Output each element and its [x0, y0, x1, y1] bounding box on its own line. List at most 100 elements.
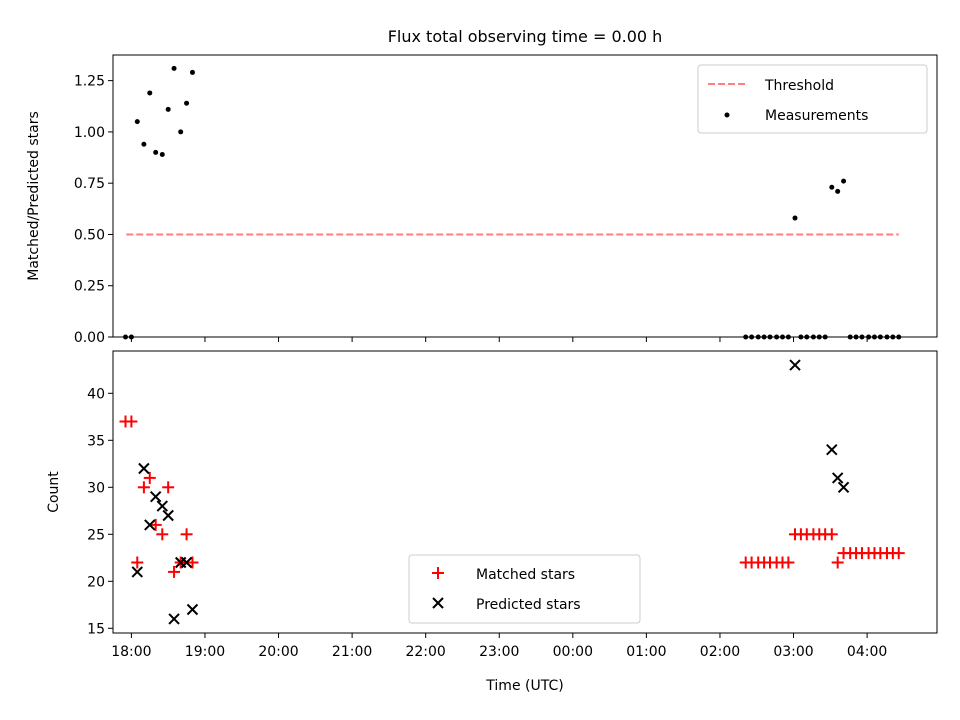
- count-panel-frame: [112, 350, 938, 634]
- measurement-point: [804, 334, 810, 340]
- measurement-point: [189, 69, 195, 75]
- measurement-point: [877, 334, 883, 340]
- measurement-point: [822, 334, 828, 340]
- measurement-point: [774, 334, 780, 340]
- measurement-point: [128, 334, 134, 340]
- count-x-axis: 18:00 19:00 20:00 21:00 22:00 23:00 00:00 01:00…: [111, 633, 887, 660]
- matched-stars-point: [782, 556, 795, 569]
- measurement-point: [171, 65, 177, 71]
- matched-stars-point: [892, 547, 905, 560]
- measurement-point: [780, 334, 785, 340]
- x-axis-label: Time (UTC): [485, 678, 563, 694]
- y-tick-label: 0.25: [74, 279, 105, 295]
- measurement-point: [178, 129, 184, 135]
- matched-stars-point: [143, 471, 156, 484]
- ratio-legend-box: [697, 64, 928, 134]
- predicted-stars-point: [826, 443, 838, 456]
- y-tick-label: 30: [87, 480, 105, 496]
- matched-stars-point: [131, 556, 144, 569]
- predicted-legend-label: Predicted stars: [476, 597, 581, 613]
- measurements-legend-label: Measurements: [765, 108, 868, 124]
- measurement-point: [123, 334, 129, 340]
- x-tick-label: 00:00: [553, 644, 593, 660]
- measurement-point: [792, 215, 798, 221]
- measurement-point: [134, 119, 140, 125]
- measurement-point: [829, 184, 835, 190]
- count-y-axis-label: Count: [46, 471, 62, 513]
- matched-stars-point: [168, 565, 181, 578]
- measurement-point: [184, 100, 190, 106]
- y-tick-label: 35: [87, 433, 105, 449]
- predicted-stars-point: [156, 500, 168, 512]
- y-tick-label: 0.75: [74, 176, 105, 192]
- measurements-legend-swatch: [724, 112, 730, 118]
- ratio-legend: Threshold Measurements: [697, 64, 928, 134]
- predicted-stars-point: [186, 603, 199, 616]
- matched-stars-point: [149, 518, 162, 531]
- x-tick-label: 03:00: [773, 644, 813, 660]
- predicted-stars-point: [837, 481, 850, 494]
- matched-stars-point: [162, 481, 175, 494]
- measurement-point: [810, 334, 816, 340]
- measurement-point: [835, 188, 841, 194]
- ratio-panel: 0.00 0.25 0.50 0.75 1.00 1.25 Matched/Predict…: [26, 54, 938, 346]
- measurement-point: [767, 334, 773, 340]
- x-tick-label: 22:00: [405, 644, 445, 660]
- count-plot-area: [119, 359, 905, 625]
- x-tick-label: 04:00: [847, 644, 887, 660]
- x-tick-label: 18:00: [111, 644, 151, 660]
- measurement-point: [755, 334, 761, 340]
- measurement-point: [841, 178, 847, 184]
- ratio-y-axis: 0.00 0.25 0.50 0.75 1.00 1.25: [74, 74, 113, 346]
- y-tick-label: 1.00: [74, 125, 105, 141]
- ratio-y-axis-label: Matched/Predicted stars: [26, 111, 42, 281]
- matched-legend-swatch: [432, 567, 444, 579]
- y-tick-label: 40: [87, 386, 105, 402]
- y-tick-label: 20: [87, 574, 105, 590]
- x-tick-label: 23:00: [479, 644, 519, 660]
- y-tick-label: 15: [87, 621, 105, 637]
- ratio-plot-area: [123, 65, 902, 340]
- x-tick-label: 19:00: [185, 644, 225, 660]
- x-tick-label: 01:00: [626, 644, 666, 660]
- measurement-point: [141, 141, 147, 147]
- count-legend-box: [408, 554, 641, 624]
- ratio-panel-frame: [112, 54, 938, 338]
- y-tick-label: 0.50: [74, 227, 105, 243]
- matched-stars-point: [180, 528, 193, 541]
- matched-stars-point: [137, 481, 150, 494]
- count-legend: Matched stars Predicted stars: [408, 554, 641, 624]
- y-tick-label: 0.00: [74, 330, 105, 346]
- predicted-stars-point: [131, 566, 143, 578]
- threshold-legend-label: Threshold: [764, 78, 834, 94]
- measurement-point: [859, 334, 865, 340]
- measurement-point: [896, 334, 902, 340]
- measurement-point: [890, 334, 896, 340]
- measurement-point: [743, 334, 749, 340]
- measurement-point: [165, 106, 171, 112]
- measurement-point: [785, 334, 791, 340]
- measurement-point: [159, 151, 165, 157]
- predicted-stars-point: [144, 519, 156, 531]
- matched-stars-point: [156, 528, 169, 541]
- predicted-stars-point: [831, 472, 844, 484]
- measurement-point: [147, 90, 153, 96]
- measurement-point: [798, 334, 804, 340]
- matched-stars-point: [825, 528, 838, 541]
- predicted-stars-point: [168, 613, 180, 625]
- predicted-stars-point: [789, 359, 801, 371]
- measurement-point: [749, 334, 755, 340]
- x-tick-label: 02:00: [700, 644, 740, 660]
- y-tick-label: 1.25: [74, 74, 105, 90]
- measurement-point: [816, 334, 822, 340]
- measurement-point: [884, 334, 890, 340]
- chart-title: Flux total observing time = 0.00 h: [388, 27, 663, 46]
- x-tick-label: 21:00: [332, 644, 372, 660]
- measurement-point: [853, 334, 859, 340]
- matched-stars-point: [831, 556, 844, 569]
- count-panel: 15 20 25 30 35 40 18:00 19:00 20:00 21:00 22:00 23…: [46, 350, 938, 694]
- measurement-point: [847, 334, 853, 340]
- predicted-stars-point: [162, 509, 174, 522]
- measurement-point: [153, 149, 159, 155]
